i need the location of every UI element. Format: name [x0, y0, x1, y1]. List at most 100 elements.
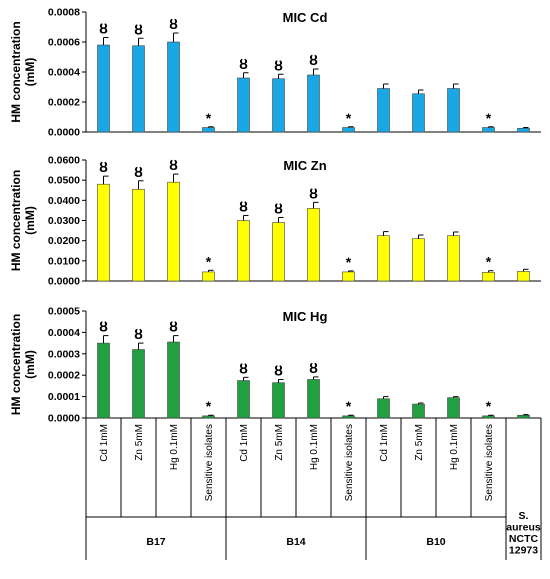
group-label-line: S. [519, 510, 529, 522]
significance-marker: ȣ [309, 185, 318, 201]
bar [412, 403, 425, 419]
significance-marker: ȣ [169, 157, 178, 173]
group-label-line: NCTC [509, 533, 539, 545]
y-tick-label: 0.0100 [48, 255, 80, 267]
category-tick-label: Hg 0.1mM [169, 424, 180, 470]
significance-marker: * [486, 254, 492, 270]
y-axis-label: HM concentration(mM) [9, 21, 37, 122]
bar [272, 78, 285, 133]
significance-marker: ȣ [274, 200, 283, 216]
category-tick-label: Cd 1mM [379, 424, 390, 462]
category-tick-label: Cd 1mM [239, 424, 250, 462]
bar [202, 415, 215, 419]
bar [167, 41, 180, 133]
bar [97, 44, 110, 133]
bar [307, 379, 320, 419]
y-tick-label: 0.0003 [48, 348, 80, 360]
group-label: B17 [146, 536, 165, 548]
group-label: B10 [426, 536, 445, 548]
bar [412, 238, 425, 282]
significance-marker: * [206, 398, 212, 414]
category-tick-label: Zn 5mM [414, 424, 425, 461]
bar [447, 397, 460, 419]
y-axis-label-line: (mM) [23, 206, 37, 235]
bar [202, 127, 215, 133]
bar [272, 382, 285, 419]
significance-marker: ȣ [169, 16, 178, 32]
bar [307, 74, 320, 133]
bar [517, 271, 530, 282]
bar [167, 181, 180, 282]
significance-marker: ȣ [134, 326, 143, 342]
significance-marker: ȣ [274, 57, 283, 73]
group-label: S. aureus NCTC 12973 [506, 510, 541, 557]
significance-marker: * [206, 253, 212, 269]
y-tick-label: 0.0500 [48, 175, 80, 187]
chart-title: MIC Zn [283, 158, 326, 173]
bar [202, 271, 215, 282]
bar [517, 414, 530, 419]
y-tick-label: 0.0000 [48, 413, 80, 425]
y-axis-label: HM concentration(mM) [9, 170, 37, 271]
bar [132, 349, 145, 419]
bar [412, 93, 425, 133]
y-axis-label-line: HM concentration [9, 314, 23, 415]
y-tick-label: 0.0200 [48, 235, 80, 247]
bar [377, 88, 390, 133]
significance-marker: ȣ [134, 164, 143, 180]
y-axis-label-line: HM concentration [9, 21, 23, 122]
bar [342, 127, 355, 133]
bar [377, 398, 390, 419]
bar [167, 341, 180, 419]
significance-marker: ȣ [99, 21, 108, 37]
significance-marker: ȣ [239, 198, 248, 214]
significance-marker: ȣ [169, 319, 178, 335]
y-tick-label: 0.0006 [48, 37, 80, 49]
group-label-line: aureus [506, 522, 541, 534]
significance-marker: ȣ [309, 360, 318, 376]
significance-marker: * [346, 254, 352, 270]
bar [342, 415, 355, 419]
significance-marker: * [486, 398, 492, 414]
category-tick-label: Zn 5mM [134, 424, 145, 461]
category-tick-label: Cd 1mM [99, 424, 110, 462]
significance-marker: * [346, 110, 352, 126]
bar [482, 272, 495, 282]
bar [447, 88, 460, 133]
category-tick-label: Zn 5mM [274, 424, 285, 461]
y-tick-label: 0.0000 [48, 127, 80, 139]
bar [237, 77, 250, 133]
y-tick-label: 0.0000 [48, 276, 80, 288]
bar [132, 45, 145, 133]
significance-marker: ȣ [274, 362, 283, 378]
y-tick-label: 0.0001 [48, 391, 80, 403]
bar [237, 380, 250, 419]
bar [132, 188, 145, 282]
y-tick-label: 0.0600 [48, 155, 80, 167]
significance-marker: ȣ [99, 319, 108, 335]
category-tick-label: Sensitive isolates [484, 424, 495, 501]
bar [97, 183, 110, 282]
bar [237, 220, 250, 282]
category-tick-label: Sensitive isolates [204, 424, 215, 501]
significance-marker: * [486, 110, 492, 126]
bar [307, 208, 320, 282]
y-tick-label: 0.0004 [48, 67, 80, 79]
y-axis-label: HM concentration(mM) [9, 314, 37, 415]
significance-marker: ȣ [239, 360, 248, 376]
y-axis-label-line: (mM) [23, 58, 37, 87]
y-tick-label: 0.0002 [48, 97, 80, 109]
y-tick-label: 0.0008 [48, 7, 80, 19]
y-tick-label: 0.0005 [48, 306, 80, 318]
bar [377, 235, 390, 282]
bar [482, 415, 495, 419]
significance-marker: ȣ [309, 52, 318, 68]
group-label-line: 12973 [509, 545, 538, 557]
significance-marker: ȣ [239, 56, 248, 72]
category-tick-label: Hg 0.1mM [309, 424, 320, 470]
significance-marker: ȣ [99, 159, 108, 175]
category-tick-label: Sensitive isolates [344, 424, 355, 501]
significance-marker: * [206, 110, 212, 126]
